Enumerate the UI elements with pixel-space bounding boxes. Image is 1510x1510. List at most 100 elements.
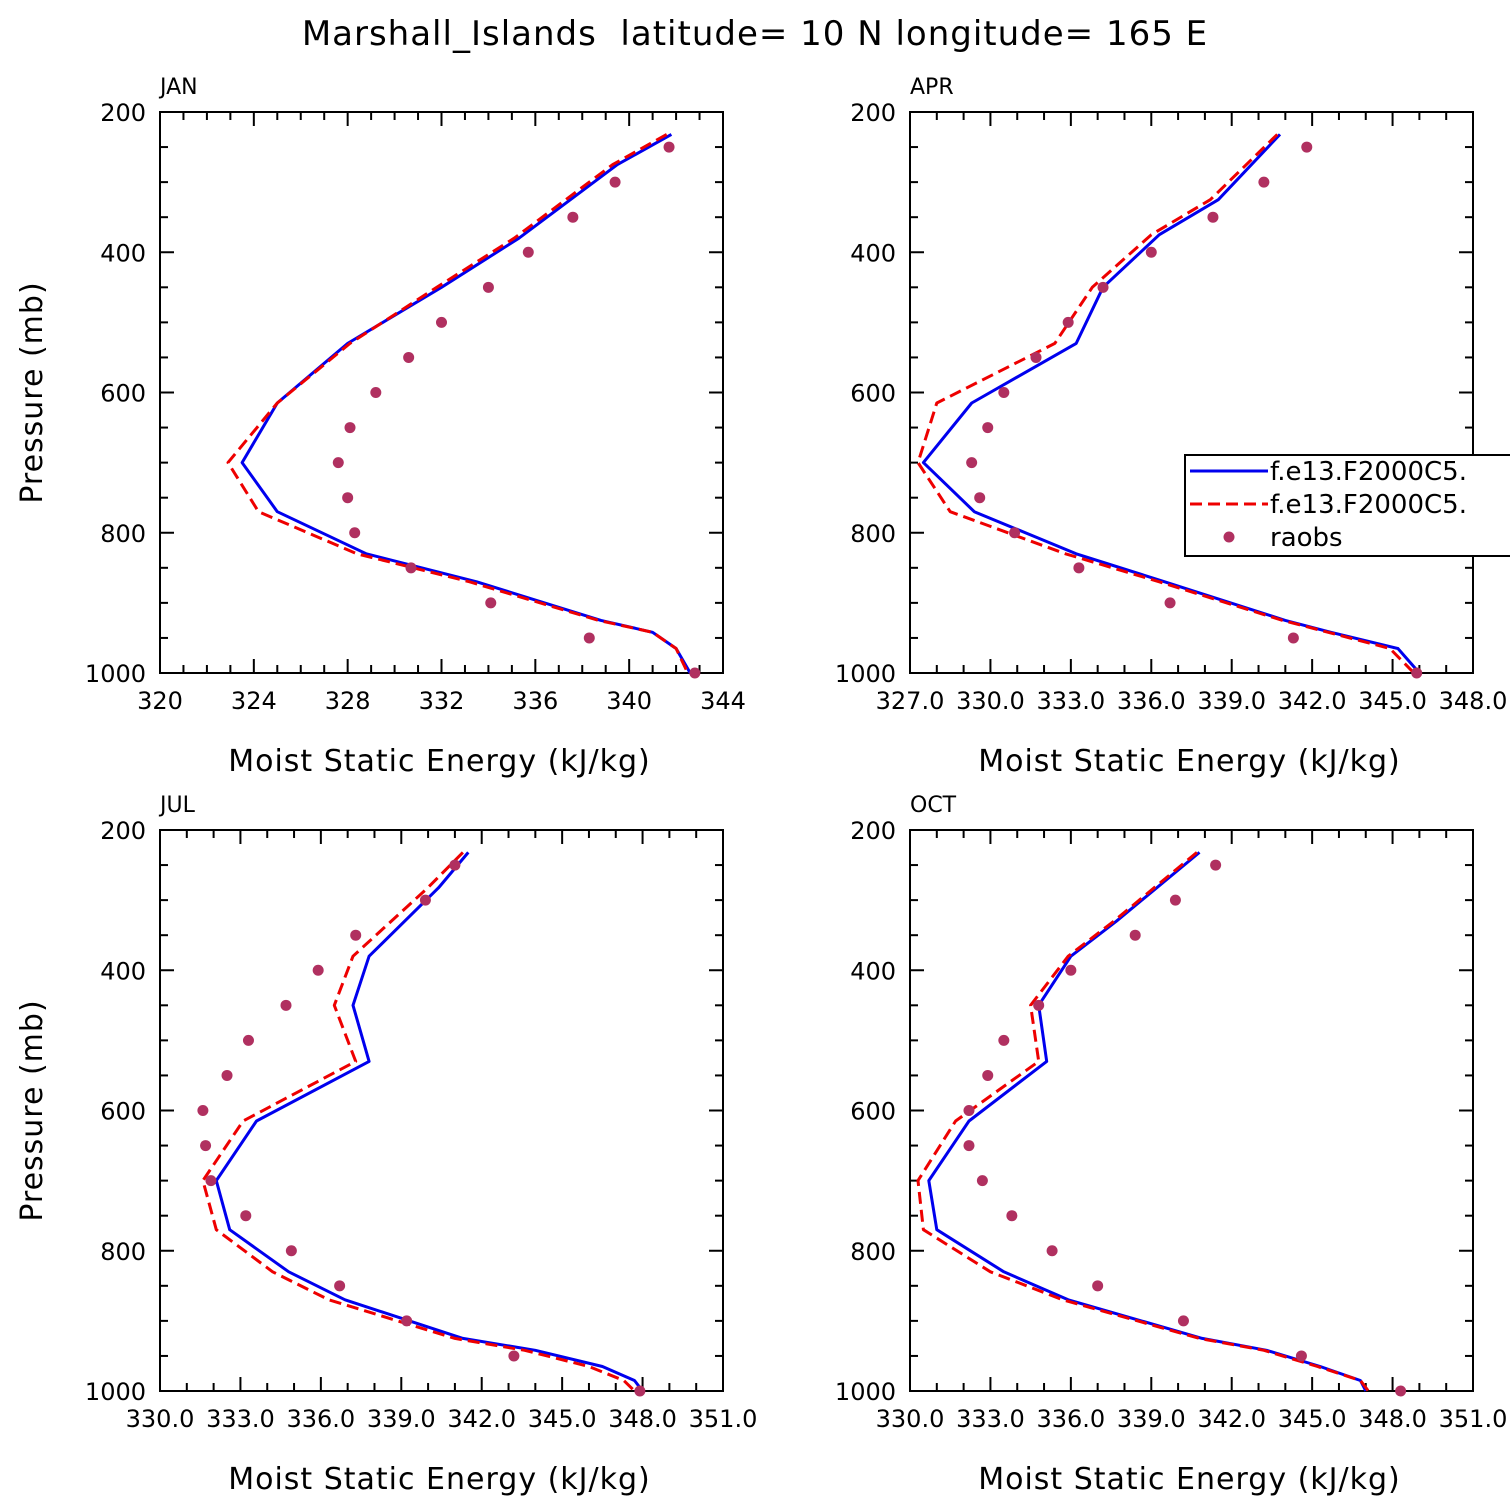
- raobs-point: [350, 929, 362, 941]
- raobs-point: [508, 1350, 520, 1362]
- y-tick-label: 200: [850, 817, 896, 845]
- raobs-point: [344, 422, 356, 434]
- raobs-point: [634, 1385, 646, 1397]
- raobs-point: [1287, 632, 1299, 644]
- raobs-point: [1062, 316, 1074, 328]
- x-tick-label: 342.0: [1278, 687, 1347, 715]
- raobs-point: [197, 1105, 209, 1116]
- y-tick-label: 400: [100, 239, 146, 267]
- raobs-point: [663, 141, 675, 153]
- raobs-point: [240, 1210, 252, 1222]
- x-tick-label: 333.0: [956, 1405, 1025, 1433]
- raobs-point: [567, 211, 579, 223]
- y-tick-label: 600: [850, 380, 896, 408]
- y-tick-label: 600: [850, 1098, 896, 1126]
- model-line-solid: [921, 133, 1421, 674]
- raobs-point: [1207, 211, 1219, 223]
- raobs-point: [419, 894, 431, 906]
- raobs-point: [312, 964, 324, 976]
- raobs-point: [998, 1034, 1010, 1046]
- raobs-point: [200, 1140, 212, 1152]
- panel-jul: 330.0 333.0 336.0 339.0 342.0 345.0 348.0 351.0…: [15, 793, 757, 1497]
- y-tick-label: 400: [850, 957, 896, 985]
- raobs-point: [1258, 176, 1270, 188]
- raobs-point: [1301, 141, 1313, 153]
- model-line-dashed: [226, 133, 690, 674]
- x-tick-label: 333.0: [1036, 687, 1105, 715]
- raobs-point: [1145, 246, 1157, 258]
- x-tick-label: 339.0: [367, 1405, 436, 1433]
- x-tick-label: 327.0: [876, 687, 945, 715]
- model-line-dashed: [201, 851, 636, 1393]
- raobs-point: [285, 1245, 297, 1257]
- raobs-point: [332, 457, 344, 469]
- y-tick-label: 1000: [835, 1378, 896, 1406]
- x-tick-label: 330.0: [956, 687, 1025, 715]
- x-tick-label: 344: [700, 687, 746, 715]
- x-tick-label: 351.0: [1439, 1405, 1508, 1433]
- model-line-solid: [214, 851, 644, 1392]
- raobs-point: [1073, 562, 1085, 574]
- legend-marker: [1223, 531, 1235, 543]
- legend-entry: f.e13.F2000C5.: [1270, 457, 1467, 487]
- series-group: [916, 851, 1407, 1397]
- raobs-point: [1177, 1315, 1189, 1327]
- y-tick-label: 200: [100, 99, 146, 127]
- y-tick-label: 200: [850, 99, 896, 127]
- x-tick-label: 351.0: [689, 1405, 758, 1433]
- x-tick-label: 348.0: [608, 1405, 677, 1433]
- x-tick-label: 333.0: [206, 1405, 275, 1433]
- x-tick-label: 330.0: [876, 1405, 945, 1433]
- raobs-point: [485, 597, 497, 609]
- x-axis-label: Moist Static Energy (kJ/kg): [228, 744, 651, 779]
- legend-entry: f.e13.F2000C5.: [1270, 490, 1467, 520]
- y-tick-label: 400: [100, 957, 146, 985]
- x-tick-label: 339.0: [1117, 1405, 1186, 1433]
- y-tick-label: 800: [100, 520, 146, 548]
- x-tick-label: 336.0: [286, 1405, 355, 1433]
- raobs-point: [1030, 351, 1042, 363]
- x-tick-label: 345.0: [1278, 1405, 1347, 1433]
- raobs-point: [583, 632, 595, 644]
- x-tick-label: 345.0: [528, 1405, 597, 1433]
- x-tick-label: 345.0: [1358, 687, 1427, 715]
- x-tick-label: 332: [419, 687, 465, 715]
- raobs-point: [221, 1069, 233, 1081]
- raobs-point: [522, 246, 534, 258]
- panel-label: JAN: [158, 75, 198, 100]
- raobs-point: [1129, 929, 1141, 941]
- x-tick-label: 336.0: [1036, 1405, 1105, 1433]
- raobs-point: [342, 492, 354, 504]
- x-tick-label: 339.0: [1197, 687, 1266, 715]
- raobs-point: [242, 1034, 254, 1046]
- x-tick-label: 348.0: [1358, 1405, 1427, 1433]
- raobs-point: [280, 999, 292, 1011]
- raobs-point: [1295, 1350, 1307, 1362]
- raobs-point: [1395, 1385, 1407, 1397]
- x-tick-label: 324: [231, 687, 277, 715]
- raobs-point: [436, 316, 447, 328]
- raobs-point: [370, 387, 382, 398]
- raobs-point: [449, 859, 461, 871]
- x-tick-label: 320: [137, 687, 183, 715]
- x-axis-label: Moist Static Energy (kJ/kg): [978, 1462, 1401, 1497]
- x-tick-label: 328: [325, 687, 371, 715]
- panel-jan: 320 324 328 332 336 340 344 200 400 600 800 1000 JAN…: [15, 75, 746, 779]
- y-tick-label: 800: [850, 1238, 896, 1266]
- figure-title: Marshall_Islands latitude= 10 N longitud…: [302, 14, 1208, 54]
- raobs-point: [966, 457, 978, 469]
- x-tick-label: 336: [512, 687, 558, 715]
- y-axis-label: Pressure (mb): [15, 999, 50, 1221]
- x-tick-label: 330.0: [126, 1405, 195, 1433]
- raobs-point: [1411, 667, 1423, 679]
- raobs-point: [349, 527, 361, 539]
- x-axis-label: Moist Static Energy (kJ/kg): [978, 744, 1401, 779]
- raobs-point: [401, 1315, 413, 1327]
- raobs-point: [609, 176, 621, 188]
- panel-label: APR: [910, 75, 954, 100]
- series-group: [226, 133, 701, 679]
- raobs-point: [1164, 597, 1176, 609]
- raobs-point: [334, 1280, 346, 1292]
- series-group: [197, 851, 646, 1397]
- raobs-point: [1006, 1210, 1018, 1222]
